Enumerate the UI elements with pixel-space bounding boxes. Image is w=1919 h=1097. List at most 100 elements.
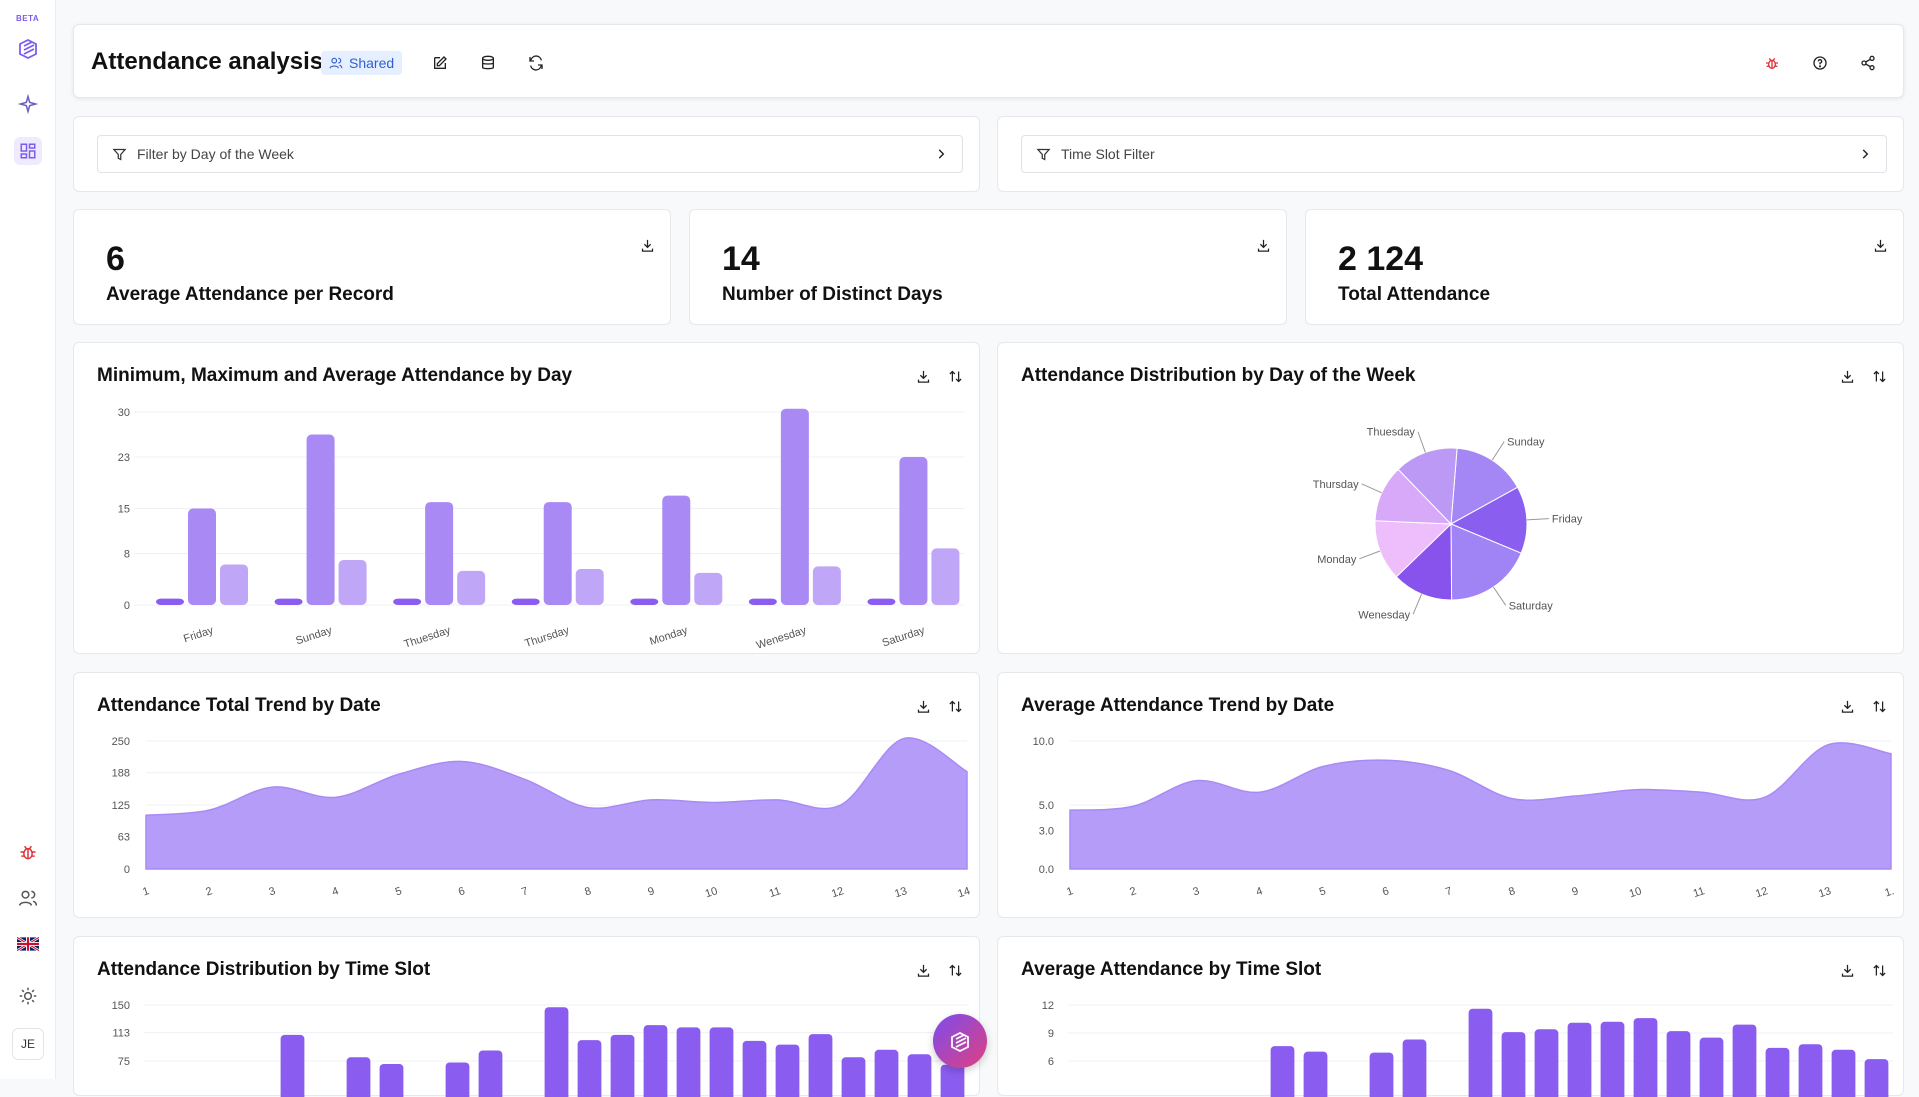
x-tick-label: 6 bbox=[1381, 885, 1391, 898]
chevron-right-icon bbox=[1862, 149, 1869, 159]
time-filter-label: Time Slot Filter bbox=[1061, 146, 1155, 162]
bug-icon[interactable] bbox=[14, 838, 42, 866]
kpi-card-average: 6 Average Attendance per Record bbox=[73, 209, 671, 325]
download-icon[interactable] bbox=[1836, 695, 1858, 717]
user-avatar[interactable]: JE bbox=[12, 1028, 44, 1060]
bar bbox=[1798, 1044, 1823, 1097]
download-icon[interactable] bbox=[912, 959, 934, 981]
download-icon[interactable] bbox=[1836, 959, 1858, 981]
shared-label: Shared bbox=[349, 55, 395, 71]
sort-icon[interactable] bbox=[1868, 959, 1890, 981]
pie-label: Thursday bbox=[1313, 479, 1359, 491]
bar bbox=[775, 1044, 800, 1097]
y-tick-label: 9 bbox=[1048, 1028, 1054, 1040]
y-tick-label: 0.0 bbox=[1039, 864, 1054, 876]
refresh-icon[interactable] bbox=[524, 51, 548, 75]
pie-label: Saturday bbox=[1509, 600, 1554, 612]
area-series bbox=[1069, 742, 1892, 870]
bug-icon[interactable] bbox=[1760, 51, 1784, 75]
bar bbox=[543, 502, 572, 605]
y-tick-label: 125 bbox=[112, 800, 130, 812]
x-tick-label: 5 bbox=[394, 885, 404, 898]
download-icon[interactable] bbox=[912, 365, 934, 387]
bar bbox=[1369, 1052, 1394, 1097]
kpi-card-days: 14 Number of Distinct Days bbox=[689, 209, 1287, 325]
x-tick-label: 12 bbox=[1754, 885, 1769, 900]
download-icon[interactable] bbox=[1252, 234, 1274, 256]
pie-label: Wenesday bbox=[1358, 609, 1410, 621]
bar bbox=[544, 1007, 569, 1097]
day-filter[interactable]: Filter by Day of the Week bbox=[97, 135, 963, 173]
kpi-label: Total Attendance bbox=[1338, 284, 1491, 305]
slot-avg-bar-chart: 12 9 6 bbox=[1042, 1000, 1893, 1097]
area-series bbox=[145, 737, 968, 870]
x-tick-label: 4 bbox=[331, 885, 341, 898]
sparkle-icon[interactable] bbox=[14, 90, 42, 118]
x-tick-label: 2 bbox=[204, 885, 214, 898]
sort-icon[interactable] bbox=[944, 365, 966, 387]
bar bbox=[445, 1062, 470, 1097]
x-tick-label: 11 bbox=[768, 885, 783, 900]
users-icon[interactable] bbox=[14, 884, 42, 912]
sun-icon[interactable] bbox=[14, 982, 42, 1010]
y-tick-label: 8 bbox=[124, 549, 130, 561]
sort-icon[interactable] bbox=[944, 695, 966, 717]
download-icon[interactable] bbox=[636, 234, 658, 256]
x-tick-label: 1. bbox=[1883, 885, 1895, 899]
bar bbox=[610, 1034, 635, 1097]
bar bbox=[1864, 1059, 1889, 1097]
bar bbox=[280, 1034, 305, 1097]
sort-icon[interactable] bbox=[944, 959, 966, 981]
y-tick-label: 75 bbox=[118, 1056, 130, 1068]
x-tick-label: 13 bbox=[1817, 885, 1832, 900]
bar bbox=[630, 598, 659, 605]
dashboard-icon[interactable] bbox=[14, 137, 42, 165]
bar bbox=[1303, 1051, 1328, 1097]
time-slot-filter[interactable]: Time Slot Filter bbox=[1021, 135, 1887, 173]
y-tick-label: 113 bbox=[112, 1028, 130, 1040]
x-tick-label: 10 bbox=[704, 885, 719, 900]
y-tick-label: 0 bbox=[124, 864, 130, 876]
kpi-label: Average Attendance per Record bbox=[106, 284, 394, 305]
database-icon[interactable] bbox=[476, 51, 500, 75]
sort-icon[interactable] bbox=[1868, 695, 1890, 717]
slot-dist-bar-chart: 150 113 75 bbox=[112, 1000, 969, 1097]
x-tick-label: 1 bbox=[141, 885, 151, 898]
download-icon[interactable] bbox=[1869, 234, 1891, 256]
y-tick-label: 15 bbox=[118, 504, 130, 516]
y-tick-label: 30 bbox=[118, 407, 130, 419]
pie-leader-line bbox=[1491, 441, 1505, 461]
bar bbox=[220, 564, 248, 605]
assistant-fab-button[interactable] bbox=[933, 1014, 987, 1068]
edit-icon[interactable] bbox=[428, 51, 452, 75]
bar bbox=[511, 598, 540, 605]
download-icon[interactable] bbox=[1836, 365, 1858, 387]
sort-icon[interactable] bbox=[1868, 365, 1890, 387]
bar bbox=[808, 1034, 833, 1097]
x-tick-label: 3 bbox=[268, 885, 278, 898]
pie-leader-line bbox=[1417, 431, 1426, 453]
bar bbox=[1633, 1018, 1658, 1097]
x-tick-label: 4 bbox=[1255, 885, 1265, 898]
shared-badge[interactable]: Shared bbox=[321, 51, 403, 75]
y-tick-label: 150 bbox=[112, 1000, 130, 1012]
x-tick-label: Sunday bbox=[294, 624, 334, 647]
pie-leader-line bbox=[1493, 586, 1507, 606]
pie-slice bbox=[1374, 520, 1453, 578]
pie-slice bbox=[1450, 447, 1519, 525]
x-tick-label: 10 bbox=[1628, 885, 1643, 900]
x-tick-label: 2 bbox=[1128, 885, 1138, 898]
x-tick-label: Friday bbox=[182, 624, 215, 645]
download-icon[interactable] bbox=[912, 695, 934, 717]
pie-label: Sunday bbox=[1507, 437, 1545, 449]
bar bbox=[274, 598, 303, 605]
y-tick-label: 250 bbox=[112, 736, 130, 748]
logo-icon[interactable] bbox=[14, 34, 42, 62]
bar bbox=[575, 568, 604, 605]
help-icon[interactable] bbox=[1808, 51, 1832, 75]
bar bbox=[1534, 1029, 1559, 1097]
bar bbox=[1666, 1031, 1691, 1097]
bar bbox=[1402, 1039, 1427, 1097]
share-icon[interactable] bbox=[1856, 51, 1880, 75]
uk-flag-icon[interactable] bbox=[14, 930, 42, 958]
